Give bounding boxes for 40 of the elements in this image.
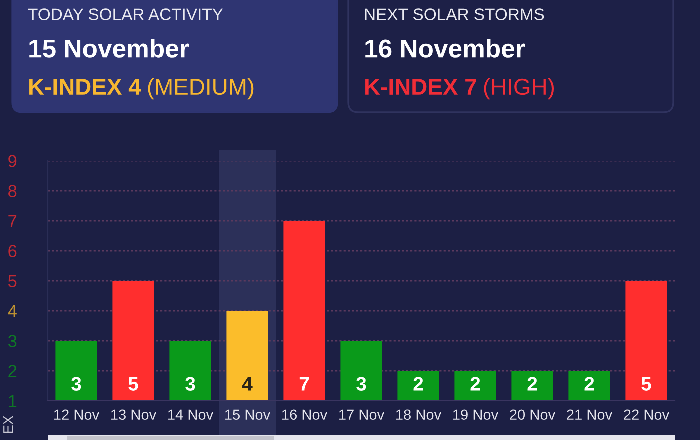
x-tick-label: 16 Nov: [282, 410, 328, 420]
y-tick-label: 2: [8, 365, 17, 378]
y-tick-label: 3: [8, 335, 17, 348]
x-tick-label: 22 Nov: [624, 410, 670, 420]
x-tick-label: 19 Nov: [454, 410, 499, 420]
text: 16 November: [366, 39, 525, 58]
x-tick-label: 15 Nov: [226, 410, 271, 420]
x-tick-label: 12 Nov: [54, 410, 100, 420]
text: K-INDEX 7: [366, 79, 476, 95]
y-tick-label: 7: [8, 215, 17, 228]
text: (HIGH): [484, 78, 554, 100]
y-tick-label: 4: [8, 305, 17, 318]
text: TODAY SOLAR ACTIVITY: [28, 8, 224, 20]
y-tick-label: 1: [9, 395, 17, 408]
data-label: 3: [72, 377, 82, 391]
data-label: 3: [186, 377, 196, 391]
text: (MEDIUM): [148, 78, 254, 100]
data-label: 2: [528, 377, 538, 391]
y-axis-title: EX: [4, 416, 14, 434]
x-tick-label: 20 Nov: [510, 410, 556, 420]
y-tick-label: 9: [8, 155, 17, 168]
y-tick-label: 5: [8, 275, 17, 288]
data-label: 3: [356, 377, 366, 391]
y-tick-label: 8: [8, 185, 17, 198]
data-label: 5: [128, 377, 138, 391]
data-label: 7: [300, 377, 310, 391]
data-label: 4: [242, 377, 253, 391]
x-tick-label: 21 Nov: [567, 410, 613, 420]
x-tick-label: 13 Nov: [112, 410, 157, 420]
x-tick-label: 17 Nov: [340, 410, 385, 420]
text: NEXT SOLAR STORMS: [365, 8, 544, 20]
text: K-INDEX 4: [30, 79, 142, 95]
data-label: 2: [470, 377, 480, 391]
data-label: 5: [642, 377, 652, 391]
y-tick-label: 6: [8, 245, 17, 258]
data-label: 2: [414, 377, 424, 391]
x-tick-label: 14 Nov: [168, 410, 214, 420]
data-label: 2: [584, 377, 594, 391]
text: 15 November: [30, 39, 189, 58]
x-tick-label: 18 Nov: [396, 410, 442, 420]
